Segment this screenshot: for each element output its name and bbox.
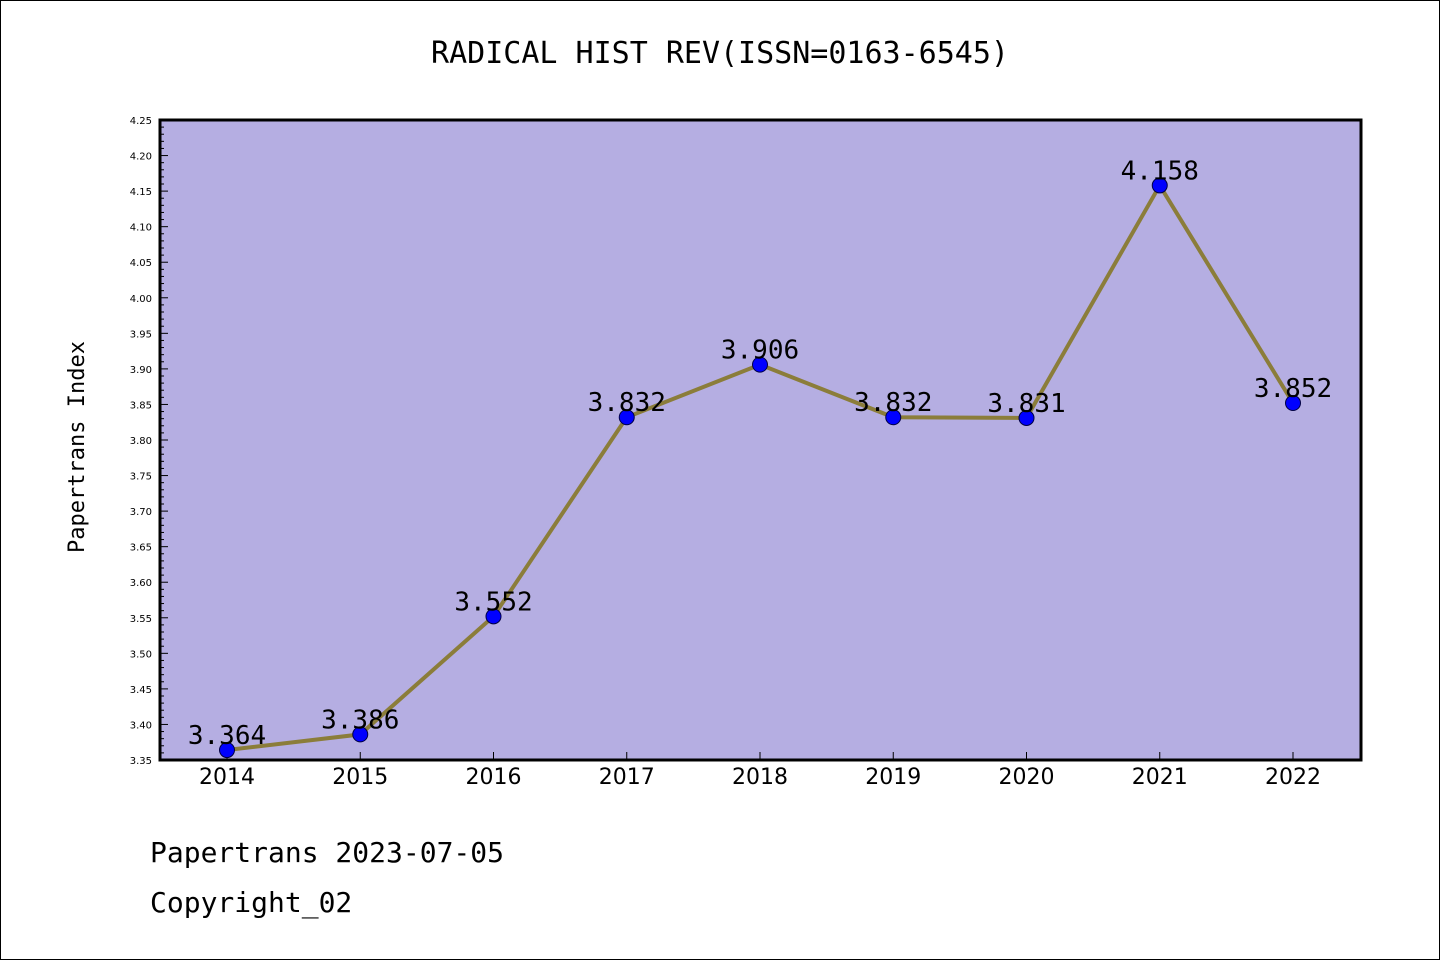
data-label: 4.158 [1121, 156, 1199, 186]
data-labels: 3.364 3.386 3.552 3.832 3.906 3.832 3.831 4.158… [188, 156, 1332, 751]
data-point [352, 726, 369, 743]
data-label: 3.831 [987, 389, 1065, 419]
y-tick-label: 4.15 [130, 187, 152, 198]
x-tick-label: 2022 [1265, 765, 1321, 790]
data-label: 3.852 [1254, 374, 1332, 404]
footer-copyright: Copyright_02 [150, 886, 353, 919]
x-tick-label: 2014 [199, 765, 255, 790]
data-point [1151, 177, 1168, 194]
plot-area [160, 120, 1361, 760]
data-point [219, 742, 235, 759]
plot-border [158, 118, 1363, 762]
data-label: 3.832 [854, 388, 932, 418]
data-label: 3.552 [454, 587, 532, 617]
data-label: 3.906 [721, 336, 799, 366]
y-tick-label: 3.40 [130, 720, 152, 731]
y-tick-label: 3.75 [130, 472, 152, 483]
y-tick-label: 4.10 [130, 223, 152, 234]
y-axis: 3.35 3.40 3.45 3.50 3.55 3.60 3.65 3.70 3.75 3.80… [130, 116, 168, 767]
x-tick-label: 2018 [732, 765, 788, 790]
data-label: 3.364 [188, 721, 266, 751]
y-tick-label: 3.85 [130, 400, 152, 411]
chart-title: RADICAL HIST REV(ISSN=0163-6545) [431, 36, 1009, 71]
x-tick-label: 2016 [466, 765, 522, 790]
x-tick-label: 2015 [332, 765, 388, 790]
data-point [1018, 409, 1035, 426]
y-axis-label: Papertrans Index [65, 341, 90, 553]
data-label: 3.832 [588, 388, 666, 418]
y-tick-label: 4.00 [130, 294, 152, 305]
y-tick-label: 3.45 [130, 685, 152, 696]
data-point [752, 356, 768, 373]
y-tick-label: 3.55 [130, 614, 152, 625]
x-tick-label: 2021 [1132, 765, 1188, 790]
y-tick-label: 3.70 [130, 507, 152, 518]
data-point [1285, 395, 1301, 412]
y-tick-label: 3.90 [130, 365, 152, 376]
y-tick-label: 3.80 [130, 436, 152, 447]
data-point [885, 409, 902, 426]
y-tick-label: 3.65 [130, 543, 152, 554]
x-tick-label: 2017 [599, 765, 655, 790]
x-tick-label: 2020 [999, 765, 1055, 790]
data-point [485, 608, 502, 625]
data-point [618, 409, 635, 426]
y-tick-label: 4.20 [130, 152, 152, 163]
x-tick-label: 2019 [865, 765, 921, 790]
footer-date: Papertrans 2023-07-05 [150, 836, 505, 869]
x-axis: 2014 2015 2016 2017 2018 2019 2020 2021 2022 [199, 752, 1321, 790]
y-tick-label: 3.60 [130, 578, 152, 589]
y-tick-label: 3.50 [130, 649, 152, 660]
data-markers [219, 177, 1301, 759]
y-tick-label: 3.95 [130, 329, 152, 340]
data-label: 3.386 [321, 705, 399, 735]
y-tick-label: 4.25 [130, 116, 152, 127]
y-tick-label: 3.35 [130, 756, 152, 767]
y-tick-label: 4.05 [130, 258, 152, 269]
y-axis-label-group: Papertrans Index [65, 341, 90, 553]
